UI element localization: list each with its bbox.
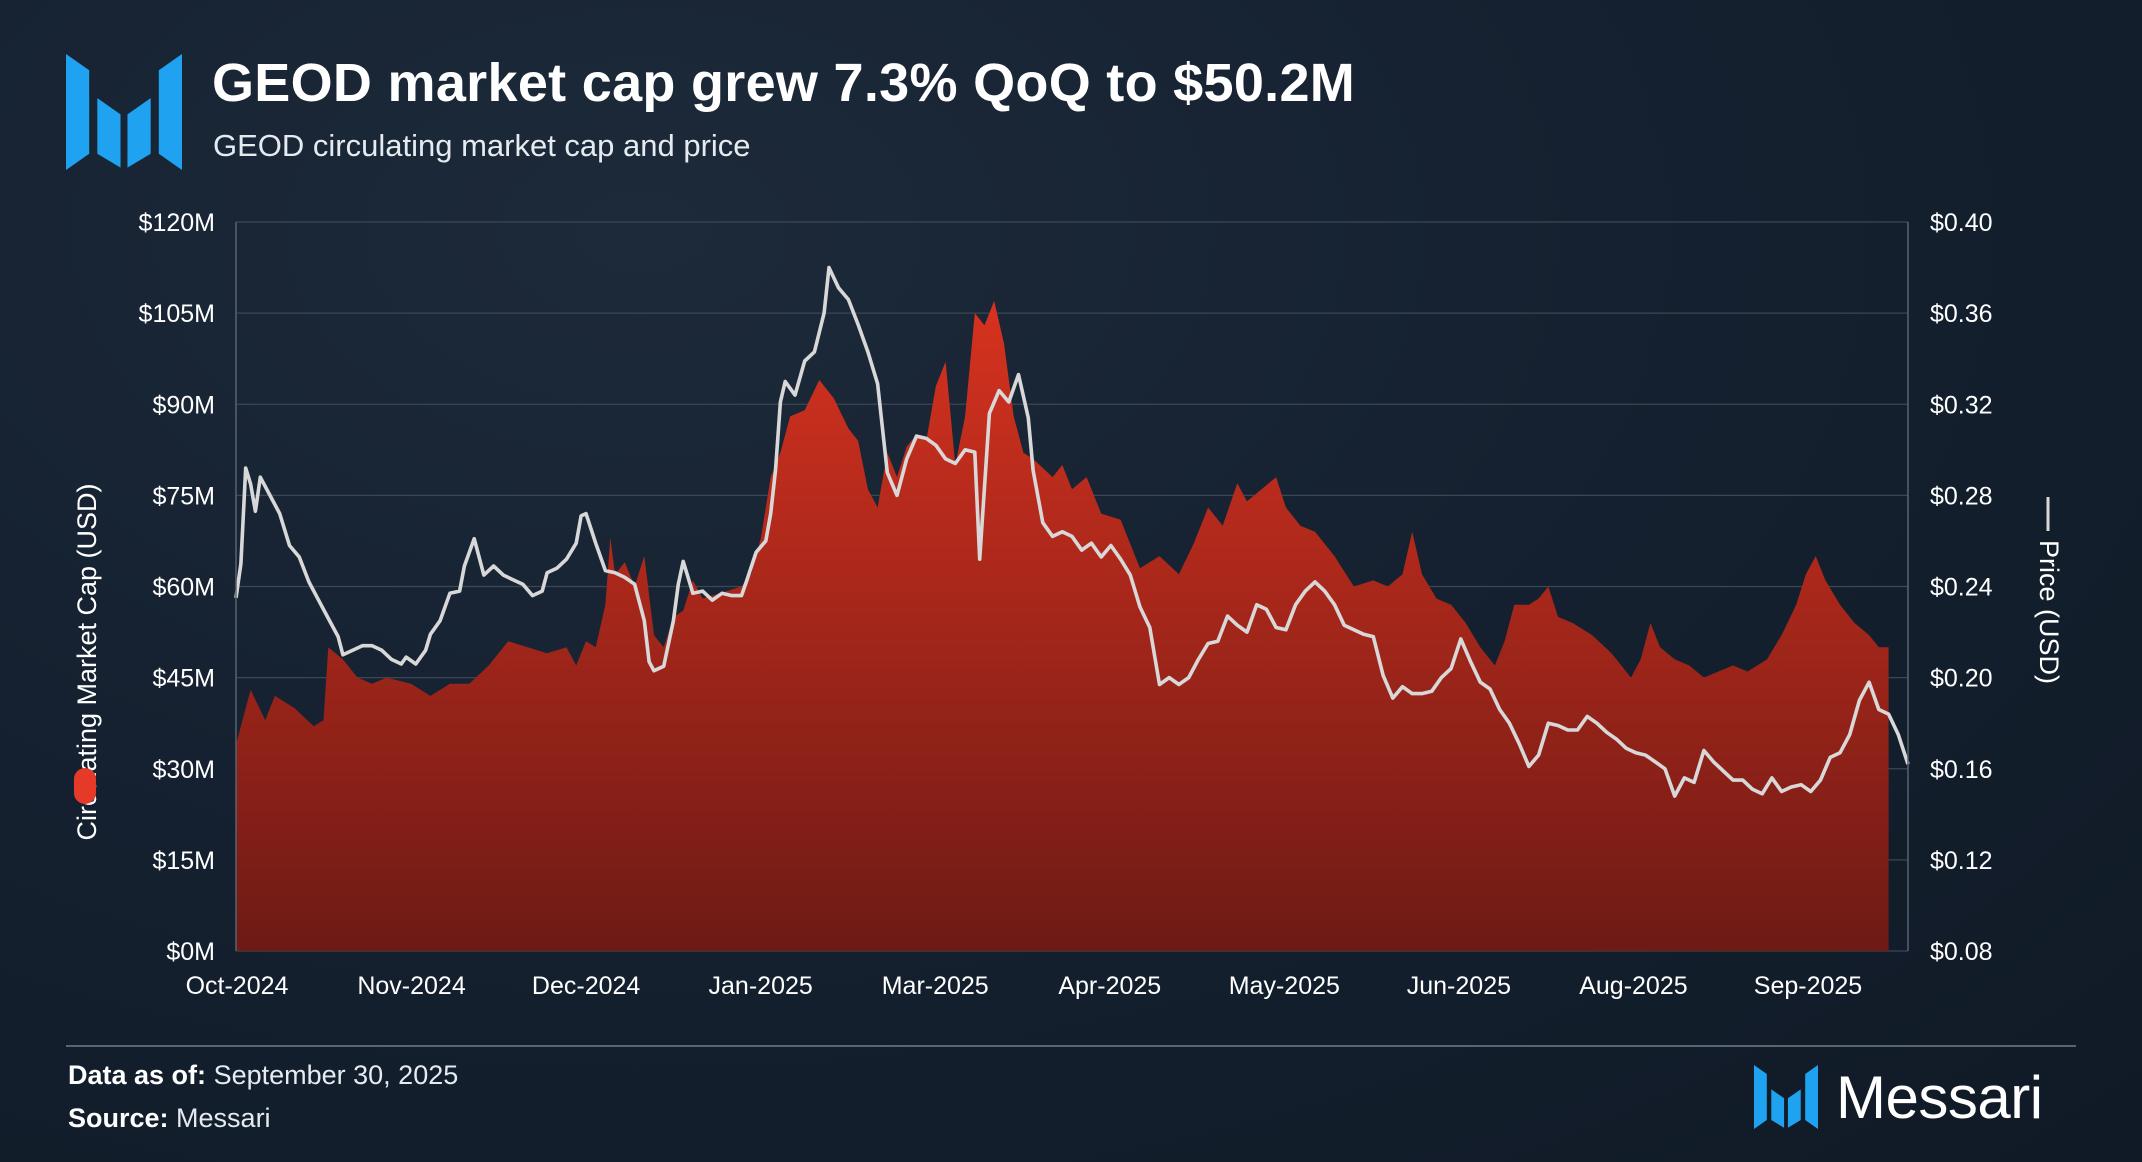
y-tick-label-right: $0.08	[1930, 938, 1993, 966]
messari-brand-icon	[1754, 1065, 1818, 1129]
source-value: Messari	[176, 1103, 271, 1133]
x-tick-label: Jun-2025	[1407, 972, 1511, 1000]
y-tick-label-right: $0.32	[1930, 391, 1993, 419]
y-tick-label-right: $0.28	[1930, 482, 1993, 510]
brand-name: Messari	[1836, 1063, 2043, 1131]
y-tick-label-left: $15M	[152, 847, 215, 875]
market-cap-area-series	[236, 301, 1889, 951]
y-tick-label-right: $0.40	[1930, 209, 1993, 237]
y-tick-label-left: $60M	[152, 574, 215, 602]
source-label: Source:	[68, 1103, 169, 1133]
x-tick-label: Sep-2025	[1754, 972, 1862, 1000]
x-tick-label: Nov-2024	[357, 972, 465, 1000]
data-as-of-value: September 30, 2025	[213, 1060, 459, 1090]
x-tick-label: May-2025	[1229, 972, 1340, 1000]
x-tick-label: Dec-2024	[532, 972, 640, 1000]
brand-logo: Messari	[1754, 1063, 2043, 1131]
y-tick-label-right: $0.20	[1930, 665, 1993, 693]
y-tick-label-left: $45M	[152, 665, 215, 693]
y-tick-label-left: $120M	[139, 209, 215, 237]
y-tick-label-right: $0.16	[1930, 756, 1993, 784]
y-tick-label-left: $30M	[152, 756, 215, 784]
y-axis-right-title: Price (USD)	[2034, 540, 2064, 684]
y-tick-label-right: $0.12	[1930, 847, 1993, 875]
data-as-of: Data as of: September 30, 2025	[68, 1060, 458, 1091]
y-tick-label-right: $0.36	[1930, 300, 1993, 328]
x-tick-label: Aug-2025	[1579, 972, 1687, 1000]
price-line-series	[234, 265, 1910, 798]
x-tick-label: Oct-2024	[186, 972, 289, 1000]
y-tick-label-left: $0M	[166, 938, 215, 966]
x-tick-label: Jan-2025	[709, 972, 813, 1000]
data-as-of-label: Data as of:	[68, 1060, 207, 1090]
source: Source: Messari	[68, 1103, 271, 1134]
messari-logo-icon	[66, 54, 182, 170]
y-tick-label-right: $0.24	[1930, 574, 1993, 602]
chart-subtitle: GEOD circulating market cap and price	[213, 128, 751, 163]
y-tick-label-left: $75M	[152, 482, 215, 510]
footer-divider	[66, 1045, 2076, 1047]
chart-title: GEOD market cap grew 7.3% QoQ to $50.2M	[212, 53, 1356, 113]
x-tick-label: Mar-2025	[882, 972, 989, 1000]
y-tick-label-left: $90M	[152, 391, 215, 419]
market-cap-legend-marker	[74, 768, 96, 804]
y-tick-label-left: $105M	[139, 300, 215, 328]
x-tick-label: Apr-2025	[1058, 972, 1161, 1000]
